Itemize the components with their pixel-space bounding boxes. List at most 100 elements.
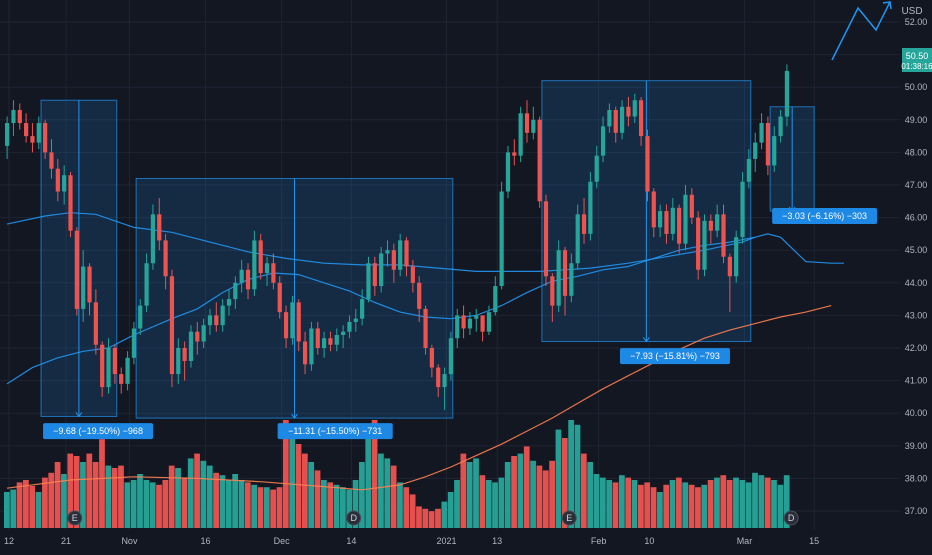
candle-body[interactable] [423, 308, 428, 348]
measure-label-box[interactable] [43, 423, 154, 440]
candle-body[interactable] [43, 123, 48, 153]
candle-body[interactable] [372, 263, 377, 287]
candle-body[interactable] [379, 253, 384, 287]
candle-body[interactable] [569, 263, 574, 296]
candle-body[interactable] [112, 348, 117, 375]
candle-body[interactable] [182, 348, 187, 362]
candle-body[interactable] [740, 181, 745, 238]
measure-label-box[interactable] [772, 207, 878, 224]
candle-body[interactable] [11, 110, 16, 124]
candle-body[interactable] [334, 334, 339, 345]
candle-body[interactable] [480, 315, 485, 332]
candle-body[interactable] [169, 276, 175, 375]
candle-body[interactable] [360, 299, 365, 319]
candle-body[interactable] [562, 250, 568, 296]
candle-body[interactable] [258, 240, 263, 274]
candle-body[interactable] [296, 302, 301, 342]
candle-body[interactable] [531, 119, 536, 133]
candle-body[interactable] [721, 214, 726, 257]
candle-body[interactable] [765, 123, 770, 166]
candle-body[interactable] [429, 348, 434, 368]
candle-body[interactable] [30, 136, 35, 143]
candle-body[interactable] [290, 302, 295, 339]
candle-body[interactable] [702, 220, 707, 270]
candle-body[interactable] [784, 70, 790, 117]
candle-body[interactable] [524, 113, 530, 133]
candle-body[interactable] [125, 357, 130, 384]
candle-body[interactable] [613, 110, 618, 133]
candle-body[interactable] [264, 263, 270, 274]
candle-body[interactable] [550, 276, 555, 306]
candle-body[interactable] [100, 344, 105, 388]
candle-body[interactable] [150, 214, 156, 264]
candle-body[interactable] [226, 299, 232, 306]
candle-body[interactable] [214, 315, 219, 326]
candle-body[interactable] [315, 328, 320, 348]
candle-body[interactable] [746, 158, 751, 182]
candles[interactable] [5, 64, 790, 410]
candle-body[interactable] [670, 207, 675, 234]
candle-body[interactable] [588, 181, 593, 234]
candle-body[interactable] [144, 263, 149, 306]
candle-body[interactable] [62, 175, 67, 192]
candle-body[interactable] [518, 113, 523, 156]
candle-body[interactable] [715, 214, 720, 231]
dividend-marker[interactable] [783, 510, 799, 526]
candle-body[interactable] [366, 263, 371, 300]
candle-body[interactable] [68, 175, 73, 231]
candle-body[interactable] [455, 315, 460, 339]
annotation-labels[interactable]: −9.68 (−19.50%) −968 −11.31 (−15.50%) −73… [43, 207, 878, 440]
candle-body[interactable] [341, 331, 346, 335]
dividend-marker[interactable] [346, 510, 362, 526]
candle-body[interactable] [658, 211, 663, 228]
earnings-marker[interactable] [67, 510, 83, 526]
candle-body[interactable] [436, 367, 441, 388]
candle-body[interactable] [677, 207, 682, 244]
candle-body[interactable] [772, 136, 777, 166]
candle-body[interactable] [283, 312, 289, 339]
candle-body[interactable] [131, 328, 136, 358]
candle-body[interactable] [404, 240, 409, 267]
candle-body[interactable] [17, 110, 22, 124]
candle-body[interactable] [689, 194, 694, 218]
candle-body[interactable] [347, 321, 352, 332]
candle-body[interactable] [385, 250, 390, 254]
candle-body[interactable] [651, 191, 656, 228]
candle-body[interactable] [543, 201, 549, 277]
candle-body[interactable] [696, 217, 701, 270]
candle-body[interactable] [645, 136, 650, 192]
measure-boxes[interactable] [40, 80, 815, 419]
candle-body[interactable] [302, 341, 308, 365]
candle-body[interactable] [157, 214, 162, 241]
earnings-marker[interactable] [561, 510, 577, 526]
candle-body[interactable] [493, 286, 498, 313]
candle-body[interactable] [239, 269, 244, 283]
candle-body[interactable] [391, 250, 396, 270]
candle-body[interactable] [607, 110, 612, 127]
candle-body[interactable] [575, 214, 580, 264]
candle-body[interactable] [626, 106, 631, 117]
measure-label-box[interactable] [619, 348, 730, 365]
candle-body[interactable] [163, 240, 168, 277]
candle-body[interactable] [328, 338, 333, 345]
candle-body[interactable] [467, 318, 473, 329]
candle-body[interactable] [600, 126, 606, 156]
time-axis[interactable]: 12 21 Nov 16 Dec 14 2021 13 Feb 10 Mar 15 [4, 536, 819, 546]
candle-body[interactable] [55, 168, 60, 192]
candle-body[interactable] [417, 282, 422, 309]
candle-body[interactable] [410, 266, 415, 283]
candle-body[interactable] [220, 305, 225, 326]
candle-body[interactable] [512, 152, 517, 156]
candle-body[interactable] [277, 282, 282, 313]
candle-body[interactable] [87, 266, 92, 303]
candle-body[interactable] [505, 152, 511, 192]
candle-body[interactable] [245, 269, 251, 290]
candle-body[interactable] [176, 348, 181, 375]
candle-body[interactable] [207, 315, 213, 326]
candle-body[interactable] [233, 282, 238, 300]
candle-body[interactable] [195, 331, 200, 342]
candle-body[interactable] [309, 328, 314, 365]
candle-body[interactable] [461, 315, 466, 329]
